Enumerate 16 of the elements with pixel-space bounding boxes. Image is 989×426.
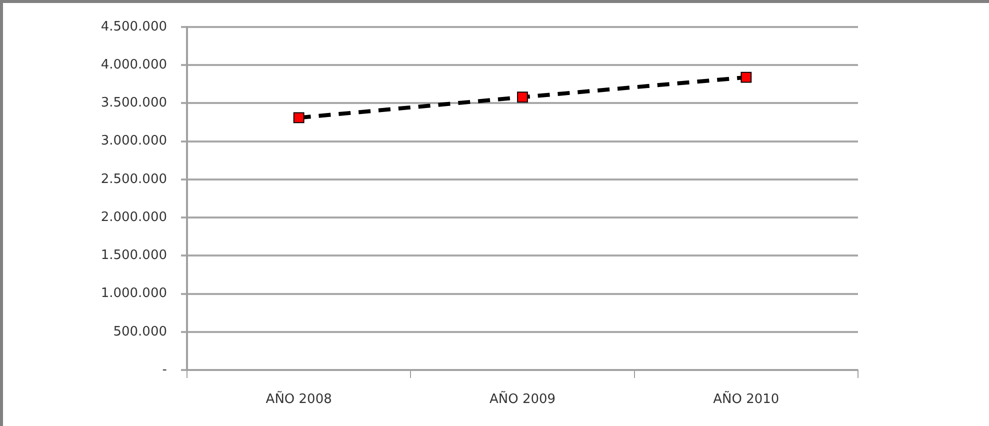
y-tick-label: 4.000.000 [100,57,167,72]
point [293,112,304,124]
x-tick-label: AÑO 2009 [489,391,556,408]
y-tick-label: 4.500.000 [100,19,167,34]
y-tick-label: 1.000.000 [100,286,167,302]
x-tick-label: AÑO 2010 [713,391,780,408]
y-tick-label: 2.500.000 [100,172,167,187]
y-tick-label: 3.000.000 [100,134,167,149]
y-tick-label: 1.500.000 [100,248,167,264]
x-tick-label: AÑO 2008 [266,391,332,408]
point [517,92,528,103]
y-tick-label: - [162,362,168,378]
point [740,72,752,83]
y-tick-label: 3.500.000 [100,96,167,111]
y-tick-label: 2.000.000 [100,210,167,225]
y-tick-label: 500.000 [113,324,167,340]
